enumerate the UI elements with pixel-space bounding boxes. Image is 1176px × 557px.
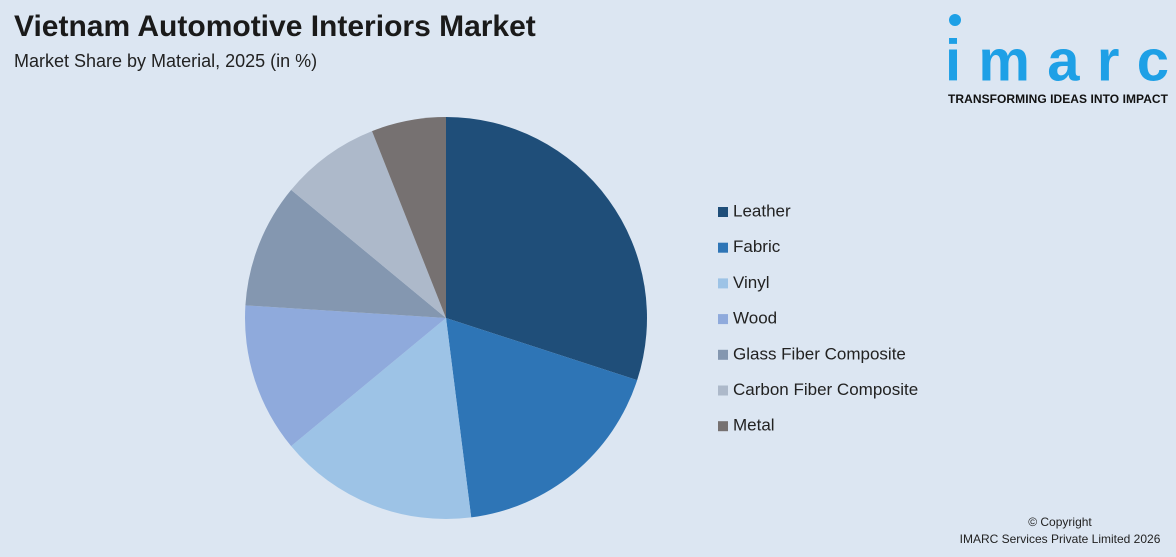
legend-swatch (718, 349, 728, 360)
legend-label: Vinyl (733, 273, 770, 292)
legend-label: Fabric (733, 237, 781, 256)
legend-swatch (718, 385, 728, 396)
legend-swatch (718, 314, 728, 325)
pie-slice (245, 189, 446, 318)
legend-label: Glass Fiber Composite (733, 344, 906, 363)
pie-slice (245, 305, 446, 447)
pie-slice (446, 318, 638, 518)
pie-slice (291, 318, 472, 519)
legend-label: Leather (733, 201, 791, 220)
legend-swatch (718, 242, 728, 253)
pie-slice (446, 117, 647, 381)
legend-swatch (718, 207, 728, 217)
tagline: TRANSFORMING IDEAS INTO IMPACT (948, 92, 1169, 106)
chart-subtitle: Market Share by Material, 2025 (in %) (14, 51, 317, 71)
legend-label: Carbon Fiber Composite (733, 380, 918, 399)
logo-dot (949, 14, 961, 26)
pie-slice (372, 117, 446, 318)
legend-label: Wood (733, 309, 777, 328)
pie-slice (291, 131, 446, 318)
copyright: © Copyright (1028, 515, 1092, 529)
chart-title: Vietnam Automotive Interiors Market (14, 10, 536, 43)
legend-label: Metal (733, 416, 775, 435)
legend-swatch (718, 278, 728, 289)
legend-swatch (718, 421, 728, 432)
copyright: IMARC Services Private Limited 2026 (960, 532, 1161, 546)
